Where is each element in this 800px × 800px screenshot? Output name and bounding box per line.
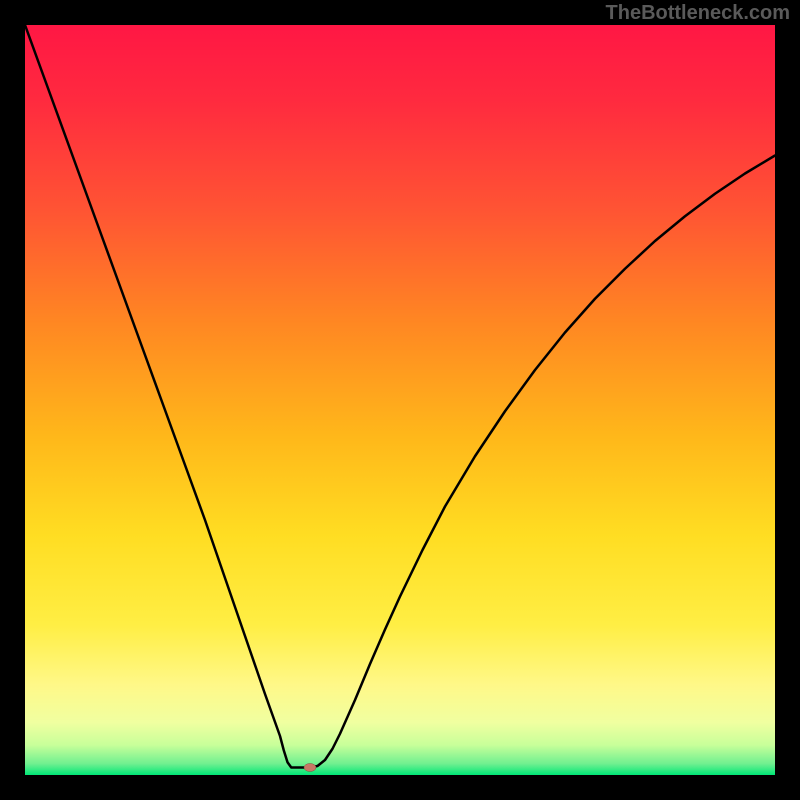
optimal-point-marker <box>304 764 316 772</box>
bottleneck-chart <box>25 25 775 775</box>
plot-area <box>25 25 775 775</box>
chart-background <box>25 25 775 775</box>
watermark-text: TheBottleneck.com <box>606 2 790 25</box>
